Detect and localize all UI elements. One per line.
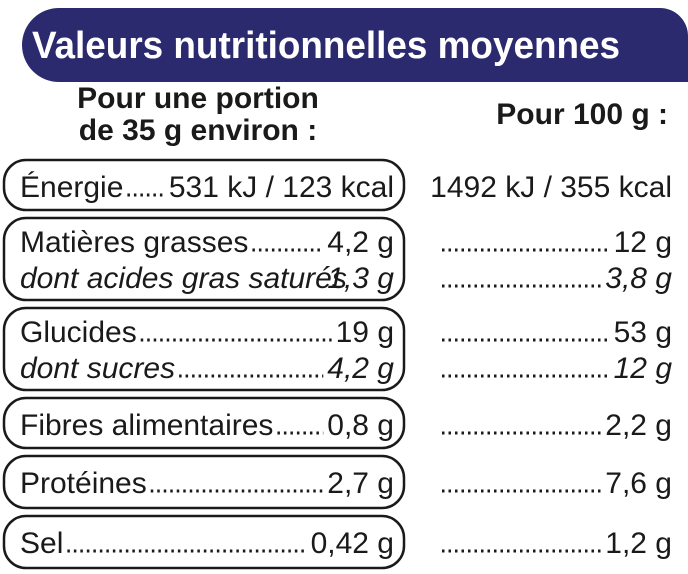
column-header: de 35 g environ : (79, 114, 317, 147)
portion-value: 531 kJ / 123 kcal (169, 171, 394, 204)
nutrient-label: dont acides gras saturés (20, 262, 347, 295)
portion-value: 1,3 g (327, 262, 394, 295)
nutrient-label: Matières grasses (20, 226, 248, 259)
row-box (2, 454, 406, 510)
title-bar (21, 7, 688, 83)
per-100g-value: 12 g (614, 226, 672, 259)
portion-value: 0,8 g (327, 409, 394, 442)
nutrient-label: Glucides (20, 316, 137, 349)
per-100g-value: 1,2 g (605, 527, 672, 560)
row-box (2, 396, 406, 450)
row-box (2, 216, 406, 302)
portion-value: 4,2 g (327, 352, 394, 385)
title: Valeurs nutritionnelles moyennes (32, 25, 620, 67)
nutrient-label: dont sucres (20, 352, 175, 385)
row-box (2, 158, 406, 212)
column-header: Pour 100 g : (496, 98, 668, 131)
portion-value: 19 g (336, 316, 394, 349)
nutrient-label: Fibres alimentaires (20, 409, 273, 442)
per-100g-value: 1492 kJ / 355 kcal (430, 171, 672, 204)
nutrient-label: Sel (20, 527, 63, 560)
per-100g-value: 3,8 g (605, 262, 672, 295)
nutrient-label: Protéines (20, 467, 147, 500)
per-100g-value: 53 g (614, 316, 672, 349)
per-100g-value: 12 g (614, 352, 673, 385)
per-100g-value: 2,2 g (605, 409, 672, 442)
nutrient-label: Énergie (20, 171, 123, 204)
per-100g-value: 7,6 g (605, 467, 672, 500)
portion-value: 0,42 g (311, 527, 394, 560)
portion-value: 2,7 g (327, 467, 394, 500)
column-header: Pour une portion (77, 82, 319, 115)
row-box (2, 514, 406, 570)
portion-value: 4,2 g (327, 226, 394, 259)
row-box (2, 306, 406, 392)
